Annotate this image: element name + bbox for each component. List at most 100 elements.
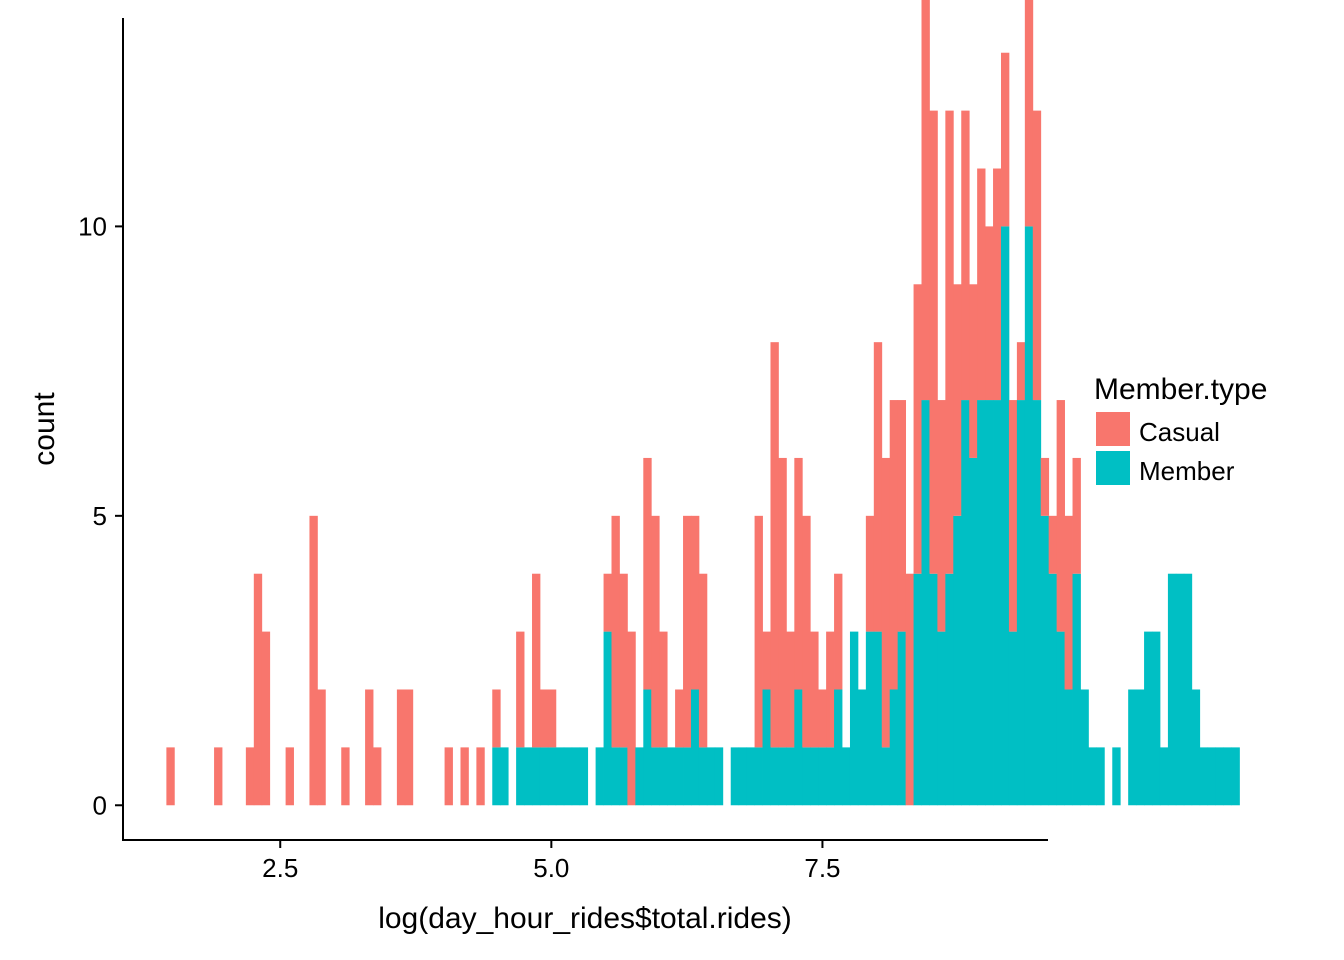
bar-casual-bin-74 xyxy=(754,515,763,748)
bar-casual-bin-41 xyxy=(492,689,501,748)
bar-casual-bin-95 xyxy=(921,0,930,401)
bar-casual-bin-82 xyxy=(818,689,827,748)
bar-member-bin-125 xyxy=(1159,747,1169,806)
bar-casual-bin-107 xyxy=(1016,342,1026,401)
bar-member-bin-126 xyxy=(1167,573,1177,806)
bar-casual-bin-44 xyxy=(516,631,525,748)
bar-casual-bin-109 xyxy=(1032,110,1042,401)
y-tick-label: 10 xyxy=(78,211,107,241)
bar-member-bin-47 xyxy=(539,747,549,806)
bar-casual-bin-111 xyxy=(1048,515,1058,574)
bar-casual-bin-46 xyxy=(532,573,541,748)
bar-member-bin-68 xyxy=(706,747,716,806)
x-tick-label: 2.5 xyxy=(262,853,298,883)
legend: Member.type Casual Member xyxy=(1094,373,1267,486)
bar-member-bin-102 xyxy=(977,400,986,806)
bar-member-bin-77 xyxy=(778,747,787,806)
bar-casual-bin-66 xyxy=(690,515,700,690)
bar-casual-bin-22 xyxy=(341,747,350,806)
bar-member-bin-97 xyxy=(937,631,946,806)
bar-casual-bin-62 xyxy=(659,631,668,748)
bar-casual-bin-58 xyxy=(627,631,636,806)
bar-member-bin-60 xyxy=(643,689,652,806)
bar-member-bin-108 xyxy=(1024,226,1034,806)
bar-member-bin-82 xyxy=(818,747,827,806)
bar-member-bin-122 xyxy=(1136,689,1145,806)
bar-member-bin-115 xyxy=(1080,689,1089,806)
bar-member-bin-92 xyxy=(897,631,907,806)
bar-member-bin-104 xyxy=(993,400,1002,806)
bar-member-bin-89 xyxy=(873,631,883,806)
bar-member-bin-63 xyxy=(667,747,676,806)
bar-casual-bin-88 xyxy=(865,515,875,632)
bar-member-bin-114 xyxy=(1072,573,1081,806)
bar-casual-bin-76 xyxy=(770,342,779,748)
bar-casual-bin-81 xyxy=(810,631,819,748)
bar-member-bin-110 xyxy=(1040,515,1050,806)
y-tick-label: 5 xyxy=(93,501,107,531)
bar-casual-bin-101 xyxy=(969,284,978,458)
bar-member-bin-124 xyxy=(1152,631,1161,806)
bar-casual-bin-103 xyxy=(985,226,994,401)
bar-member-bin-107 xyxy=(1016,400,1026,806)
bar-casual-bin-114 xyxy=(1072,457,1081,574)
bar-casual-bin-48 xyxy=(547,689,557,748)
bar-member-bin-111 xyxy=(1048,573,1058,806)
bar-casual-bin-100 xyxy=(961,110,970,401)
histogram-bars xyxy=(166,0,1240,806)
bar-casual-bin-92 xyxy=(897,400,907,632)
legend-key-member xyxy=(1096,451,1130,485)
bar-member-bin-49 xyxy=(555,747,565,806)
bar-casual-bin-19 xyxy=(317,689,326,806)
bar-member-bin-83 xyxy=(826,747,835,806)
bar-member-bin-87 xyxy=(857,689,867,806)
bar-casual-bin-57 xyxy=(619,573,628,748)
bar-casual-bin-35 xyxy=(444,747,453,806)
bar-member-bin-61 xyxy=(651,747,660,806)
bar-member-bin-69 xyxy=(714,747,724,806)
bar-casual-bin-102 xyxy=(977,168,986,401)
bar-casual-bin-56 xyxy=(611,515,620,748)
bar-casual-bin-64 xyxy=(675,689,684,748)
bar-member-bin-54 xyxy=(595,747,604,806)
bar-casual-bin-80 xyxy=(802,515,811,748)
bar-member-bin-75 xyxy=(762,689,771,806)
bar-casual-bin-91 xyxy=(889,400,899,690)
bar-casual-bin-90 xyxy=(881,457,891,748)
bar-casual-bin-93 xyxy=(905,573,914,806)
bar-member-bin-90 xyxy=(881,747,891,806)
bar-casual-bin-39 xyxy=(476,747,485,806)
bar-member-bin-117 xyxy=(1096,747,1105,806)
legend-label-casual: Casual xyxy=(1139,417,1220,447)
bar-member-bin-85 xyxy=(842,747,851,806)
bar-casual-bin-113 xyxy=(1064,515,1073,690)
bar-casual-bin-0 xyxy=(166,747,175,806)
bar-member-bin-113 xyxy=(1064,689,1073,806)
bar-casual-bin-60 xyxy=(643,457,652,690)
bar-member-bin-56 xyxy=(611,747,620,806)
bar-member-bin-95 xyxy=(921,400,930,806)
bar-member-bin-132 xyxy=(1215,747,1224,806)
bar-member-bin-86 xyxy=(849,631,859,806)
bar-casual-bin-55 xyxy=(603,573,612,632)
bar-casual-bin-18 xyxy=(309,515,318,806)
bar-member-bin-80 xyxy=(802,747,811,806)
bar-member-bin-119 xyxy=(1112,747,1121,806)
bar-casual-bin-29 xyxy=(396,689,406,806)
bar-casual-bin-105 xyxy=(1000,52,1010,227)
bar-member-bin-94 xyxy=(913,573,922,806)
bar-member-bin-88 xyxy=(865,631,875,806)
bar-member-bin-106 xyxy=(1008,631,1018,806)
bar-member-bin-65 xyxy=(683,747,692,806)
bar-member-bin-81 xyxy=(810,747,819,806)
bar-member-bin-73 xyxy=(746,747,755,806)
bar-member-bin-130 xyxy=(1199,747,1209,806)
bar-member-bin-46 xyxy=(532,747,541,806)
bar-member-bin-128 xyxy=(1183,573,1193,806)
bar-member-bin-72 xyxy=(738,747,748,806)
bar-casual-bin-97 xyxy=(937,400,946,632)
bar-member-bin-91 xyxy=(889,689,899,806)
bar-casual-bin-6 xyxy=(214,747,223,806)
bar-casual-bin-25 xyxy=(365,689,374,806)
x-axis-ticks: 2.5 5.0 7.5 xyxy=(262,840,841,883)
